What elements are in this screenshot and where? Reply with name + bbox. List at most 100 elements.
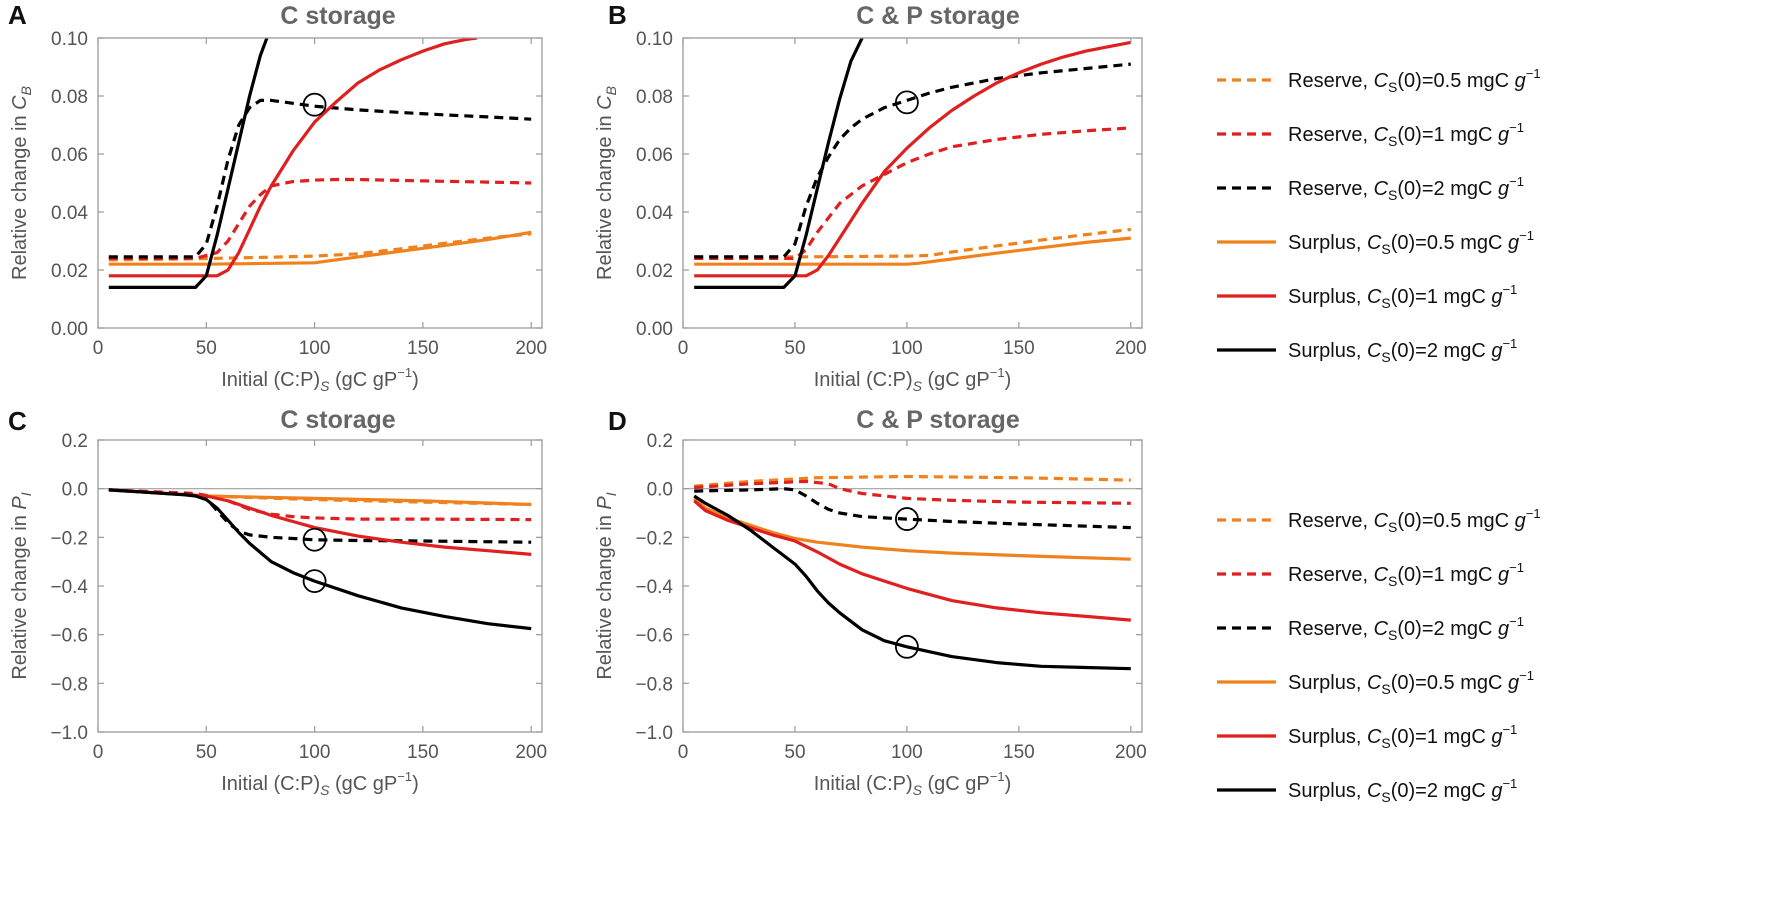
legend-unit: g bbox=[1498, 124, 1509, 146]
y-tick-label: 0.08 bbox=[636, 87, 673, 108]
series-line-reserve-1 bbox=[694, 126, 1131, 260]
panel-d: D C & P storage 0 50 100 150 200 −1.0 −0.8 −0.6 −0… bbox=[594, 406, 1147, 798]
legend-var: C bbox=[1374, 124, 1389, 146]
y-axis-label-main: Relative change in bbox=[9, 110, 31, 280]
annotation-circle bbox=[302, 92, 327, 117]
panel-letter: A bbox=[8, 0, 27, 30]
panel-letter: B bbox=[608, 0, 627, 30]
series-line-surplus-4 bbox=[108, 488, 532, 556]
legend-var: C bbox=[1374, 618, 1389, 640]
x-axis-label-unit: (gC gP bbox=[329, 773, 397, 795]
legend-entry-label: Surplus, CS(0)=0.5 mgC g−1 bbox=[1288, 228, 1534, 257]
x-axis-label-sup: −1 bbox=[397, 769, 412, 784]
legend-prefix: Surplus, bbox=[1288, 672, 1367, 694]
y-tick-label: −0.4 bbox=[635, 577, 673, 598]
series-line-surplus-5 bbox=[693, 494, 1131, 671]
annotation-circle bbox=[895, 90, 919, 115]
legend-entry-label: Surplus, CS(0)=2 mgC g−1 bbox=[1288, 776, 1517, 805]
legend-entry-label: Reserve, CS(0)=1 mgC g−1 bbox=[1288, 120, 1524, 149]
legend-value: (0)=0.5 mgC bbox=[1391, 232, 1508, 254]
y-tick-label: −0.6 bbox=[635, 626, 673, 647]
legend-prefix: Reserve, bbox=[1288, 70, 1374, 92]
legend-sup: −1 bbox=[1519, 668, 1534, 683]
y-tick-label: 0.2 bbox=[62, 431, 88, 452]
y-axis-label: Relative change in CB bbox=[594, 86, 619, 280]
x-axis-label-unit: (gC gP bbox=[922, 773, 990, 795]
y-tick-label: 0.00 bbox=[51, 319, 88, 340]
panel-b: B C & P storage 0 50 100 150 200 0.00 0.02 0.04 0.… bbox=[594, 0, 1147, 394]
y-tick-label: 0.0 bbox=[647, 480, 673, 501]
x-tick-label: 150 bbox=[1003, 338, 1035, 359]
y-tick-label: 0.10 bbox=[636, 29, 673, 50]
x-tick-label: 200 bbox=[1115, 338, 1147, 359]
x-axis-label-sub: S bbox=[913, 378, 923, 394]
annotation-circle bbox=[302, 569, 327, 594]
annotation-circle bbox=[895, 634, 919, 659]
legend-prefix: Reserve, bbox=[1288, 510, 1374, 532]
panel-title: C & P storage bbox=[856, 406, 1020, 434]
y-tick-label: 0.08 bbox=[51, 87, 88, 108]
series-line-surplus-5 bbox=[694, 38, 864, 289]
y-tick-label: −0.2 bbox=[50, 528, 88, 549]
legend-prefix: Surplus, bbox=[1288, 780, 1367, 802]
legend-value: (0)=1 mgC bbox=[1391, 726, 1492, 748]
series-line-surplus-4 bbox=[693, 499, 1131, 622]
y-tick-label: −0.4 bbox=[50, 577, 88, 598]
annotation-circle bbox=[895, 507, 919, 531]
legend-prefix: Surplus, bbox=[1288, 340, 1367, 362]
legend-prefix: Surplus, bbox=[1288, 286, 1367, 308]
legend-sup: −1 bbox=[1502, 336, 1517, 351]
legend-sub: S bbox=[1381, 735, 1390, 751]
series-line-reserve-1 bbox=[694, 479, 1131, 505]
panel-letter: C bbox=[8, 406, 27, 436]
legend-unit: g bbox=[1491, 286, 1502, 308]
plot-frame bbox=[97, 37, 543, 329]
legend-sub: S bbox=[1388, 79, 1397, 95]
x-tick-label: 100 bbox=[299, 338, 331, 359]
legend-value: (0)=0.5 mgC bbox=[1397, 510, 1514, 532]
x-axis-label-end: ) bbox=[412, 369, 419, 391]
legend-unit: g bbox=[1515, 510, 1526, 532]
panel-a: A C storage 0 50 100 150 200 0.00 0.02 0.04 0.06 0.… bbox=[8, 0, 547, 394]
y-tick-label: 0.02 bbox=[51, 261, 88, 282]
y-axis-label-main: Relative change in bbox=[9, 510, 31, 680]
legend-var: C bbox=[1367, 286, 1382, 308]
series-line-surplus-4 bbox=[694, 40, 1132, 278]
x-tick-label: 50 bbox=[196, 338, 217, 359]
legend-value: (0)=2 mgC bbox=[1397, 178, 1498, 200]
series-group bbox=[693, 474, 1131, 671]
series-line-reserve-0 bbox=[694, 474, 1131, 488]
y-axis-label-sub: B bbox=[18, 86, 34, 95]
legend-sub: S bbox=[1388, 627, 1397, 643]
x-tick-label: 50 bbox=[784, 338, 805, 359]
legend-sub: S bbox=[1381, 681, 1390, 697]
legend-var: C bbox=[1367, 780, 1382, 802]
x-axis-label-main: Initial (C:P) bbox=[814, 369, 913, 391]
x-axis-label-sub: S bbox=[320, 378, 330, 394]
legend-unit: g bbox=[1491, 726, 1502, 748]
legend-prefix: Reserve, bbox=[1288, 178, 1374, 200]
panel-letter: D bbox=[608, 406, 627, 436]
y-axis-label-main: Relative change in bbox=[594, 110, 616, 280]
x-tick-label: 200 bbox=[515, 742, 547, 763]
x-tick-label: 150 bbox=[407, 338, 439, 359]
legend-value: (0)=2 mgC bbox=[1391, 780, 1492, 802]
legend-unit: g bbox=[1508, 232, 1519, 254]
x-axis-label-sup: −1 bbox=[397, 365, 412, 380]
y-axis-label-var: C bbox=[9, 95, 31, 110]
y-tick-label: −0.8 bbox=[50, 674, 88, 695]
x-tick-label: 100 bbox=[299, 742, 331, 763]
legend-var: C bbox=[1367, 726, 1382, 748]
x-axis-label-end: ) bbox=[1005, 369, 1012, 391]
legend-sub: S bbox=[1388, 133, 1397, 149]
panel-title: C storage bbox=[280, 2, 395, 30]
legend-prefix: Reserve, bbox=[1288, 618, 1374, 640]
legend-sup: −1 bbox=[1509, 614, 1524, 629]
legend-value: (0)=0.5 mgC bbox=[1391, 672, 1508, 694]
legend-entry-label: Surplus, CS(0)=1 mgC g−1 bbox=[1288, 282, 1517, 311]
panel-title: C & P storage bbox=[856, 2, 1020, 30]
legend-sup: −1 bbox=[1509, 560, 1524, 575]
legend-prefix: Surplus, bbox=[1288, 232, 1367, 254]
